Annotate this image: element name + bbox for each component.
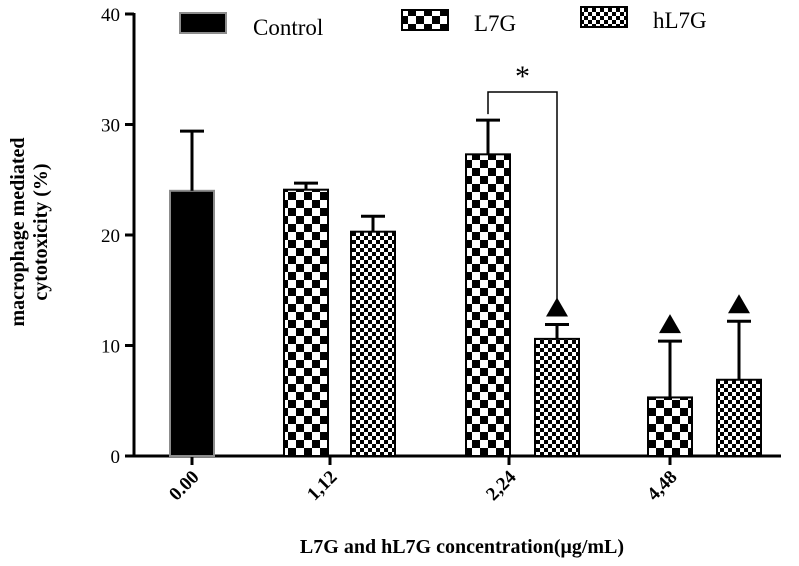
x-tick-label-0: 0.00 bbox=[165, 467, 203, 505]
significance-bracket bbox=[487, 91, 558, 309]
bar-hl7g-224 bbox=[534, 337, 580, 457]
significance-triangle-5 bbox=[659, 314, 681, 334]
x-tick-label-2: 2,24 bbox=[482, 466, 521, 505]
legend-label-l7g: L7G bbox=[474, 11, 516, 36]
y-axis-title-line1: macrophage mediated bbox=[7, 137, 29, 326]
y-tick-label-40: 40 bbox=[101, 5, 120, 26]
bar-l7g-112 bbox=[283, 188, 329, 457]
y-tick-label-10: 10 bbox=[101, 337, 120, 358]
y-axis-title-line2: cytotoxicity (%) bbox=[30, 163, 52, 300]
legend-swatch-l7g bbox=[401, 9, 449, 31]
bar-l7g-224 bbox=[465, 153, 511, 458]
significance-label: * bbox=[515, 60, 530, 93]
bar-hl7g-112 bbox=[350, 230, 396, 457]
bar-control-000 bbox=[169, 189, 215, 458]
significance-triangle-6 bbox=[728, 294, 750, 314]
y-tick-label-20: 20 bbox=[101, 226, 120, 247]
x-tick-label-1: 1,12 bbox=[303, 467, 341, 505]
legend: Control L7G hL7G bbox=[179, 6, 707, 40]
bar-l7g-448 bbox=[647, 396, 693, 457]
legend-label-hl7g: hL7G bbox=[653, 8, 707, 33]
legend-swatch-hl7g bbox=[580, 6, 628, 28]
x-tick-label-3: 4,48 bbox=[643, 467, 681, 505]
legend-label-control: Control bbox=[253, 15, 323, 40]
y-tick-label-30: 30 bbox=[101, 116, 120, 137]
y-tick-label-0: 0 bbox=[111, 447, 121, 468]
x-axis-title: L7G and hL7G concentration(μg/mL) bbox=[300, 536, 624, 558]
bar-hl7g-448 bbox=[716, 378, 762, 458]
legend-swatch-control bbox=[179, 12, 227, 34]
